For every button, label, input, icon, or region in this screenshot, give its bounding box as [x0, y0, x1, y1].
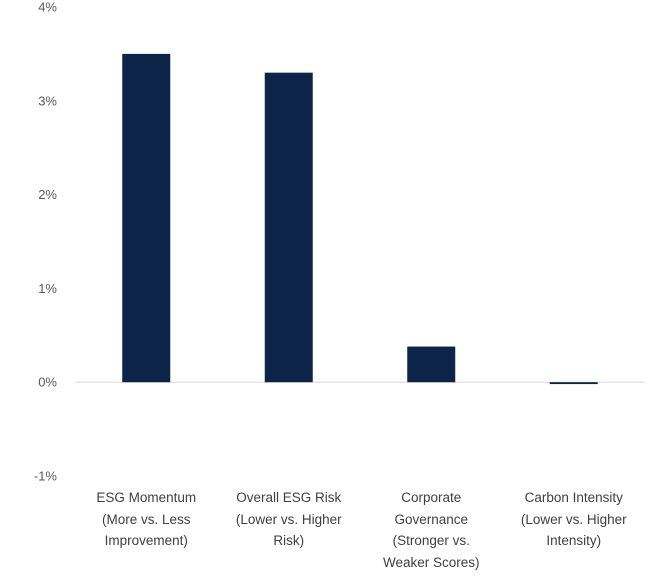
x-category-label-line: Intensity) — [546, 533, 602, 548]
x-category-label-line: Carbon Intensity — [524, 490, 623, 505]
x-category-label-line: (Lower vs. Higher — [520, 511, 627, 527]
x-category-label-line: (Stronger vs. — [392, 533, 470, 548]
x-category-label-line: (More vs. Less — [101, 511, 191, 527]
x-category-label: Overall ESG Risk (Lower vs. Higher Risk) — [219, 487, 359, 552]
x-category-label-line: Improvement) — [104, 533, 188, 548]
bar — [264, 72, 313, 383]
y-tick-label: 4% — [38, 0, 57, 15]
x-category-label: Carbon Intensity (Lower vs. Higher Intensi… — [504, 487, 644, 552]
y-tick-label: 2% — [38, 187, 57, 202]
x-category-label-line: Risk) — [273, 533, 305, 548]
y-tick-label: 1% — [38, 281, 57, 296]
x-category-label: Corporate Governance (Stronger vs. Weaker S… — [361, 487, 501, 573]
x-category-label-line: (Lower vs. Higher — [235, 511, 342, 527]
x-category-label: ESG Momentum (More vs. Less Improvement) — [76, 487, 216, 552]
bar — [407, 346, 456, 383]
x-category-label-line: Corporate — [401, 490, 462, 505]
bar — [122, 53, 171, 383]
bar — [549, 382, 598, 385]
x-category-label-line: Weaker Scores) — [382, 554, 480, 570]
x-category-label-line: ESG Momentum — [96, 490, 197, 505]
y-tick-label: 3% — [38, 93, 57, 108]
x-category-label-line: Governance — [394, 511, 469, 527]
x-category-label-line: Overall ESG Risk — [236, 490, 342, 505]
y-tick-label: 0% — [38, 375, 57, 390]
y-tick-label: -1% — [34, 469, 58, 484]
